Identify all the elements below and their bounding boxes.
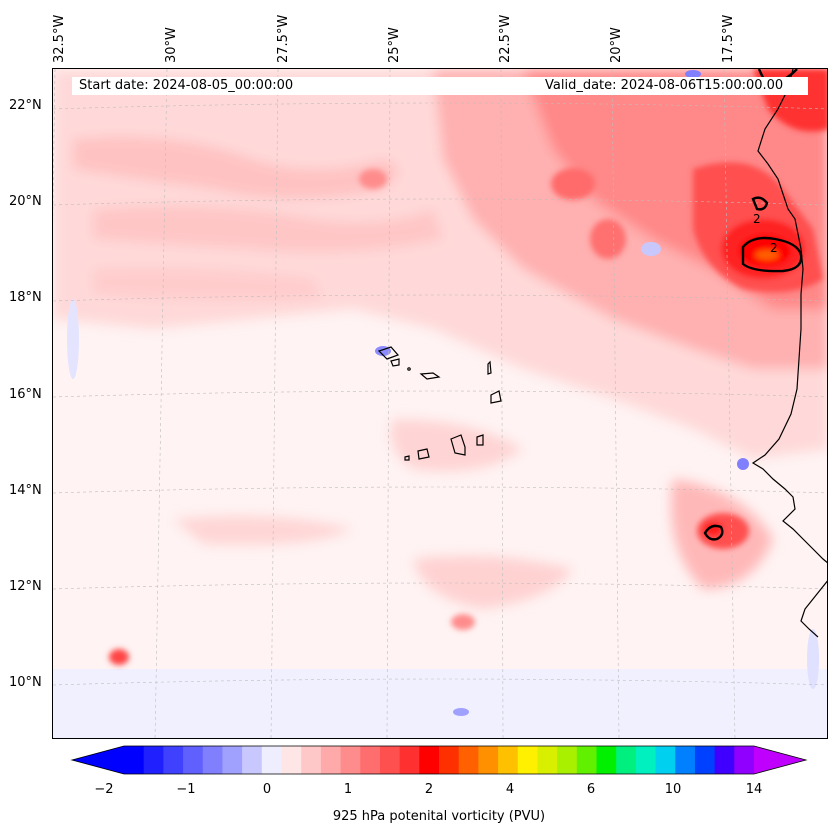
colorbar-segment bbox=[399, 746, 420, 774]
lat-label-18n: 18°N bbox=[9, 290, 42, 305]
lon-label-25w: 25°W bbox=[387, 27, 402, 63]
colorbar-segment bbox=[183, 746, 204, 774]
cb-tick-neg1: −1 bbox=[176, 782, 196, 797]
lon-label-30w: 30°W bbox=[164, 27, 179, 63]
colorbar-segment bbox=[301, 746, 322, 774]
colorbar-segment bbox=[124, 746, 145, 774]
colorbar-segment bbox=[714, 746, 735, 774]
colorbar-segment bbox=[635, 746, 657, 774]
lat-label-14n: 14°N bbox=[9, 483, 42, 498]
colorbar-segment bbox=[143, 746, 164, 774]
africa-coastline bbox=[751, 69, 827, 564]
colorbar-segment bbox=[576, 746, 597, 774]
lat-label-22n: 22°N bbox=[9, 98, 42, 113]
colorbar-segment bbox=[340, 746, 361, 774]
colorbar-segment bbox=[281, 746, 302, 774]
low-pv-band bbox=[53, 669, 827, 738]
colorbar-segment bbox=[163, 746, 184, 774]
cb-tick-14: 14 bbox=[745, 782, 763, 797]
lon-label-20w: 20°W bbox=[609, 27, 624, 63]
pv-field-pink bbox=[53, 69, 827, 609]
colorbar-segment bbox=[458, 746, 479, 774]
lat-label-12n: 12°N bbox=[9, 579, 42, 594]
colorbar-segment bbox=[242, 746, 263, 774]
colorbar-segment bbox=[320, 746, 342, 774]
colorbar-segment bbox=[478, 746, 499, 774]
colorbar-segment bbox=[379, 746, 401, 774]
lat-label-10n: 10°N bbox=[9, 675, 42, 690]
cb-tick-0: 0 bbox=[262, 782, 272, 797]
colorbar-outline bbox=[70, 745, 808, 775]
cb-tick-6: 6 bbox=[586, 782, 596, 797]
colorbar-segment bbox=[675, 746, 696, 774]
contour-label-2b: 2 bbox=[770, 241, 778, 255]
lon-label-22-5w: 22.5°W bbox=[498, 14, 513, 63]
colorbar-segment bbox=[734, 746, 755, 774]
date-banner bbox=[72, 77, 808, 95]
map-panel[interactable]: 2 2 bbox=[52, 68, 828, 739]
colorbar-segment bbox=[498, 746, 519, 774]
colorbar-segment bbox=[202, 746, 223, 774]
cb-tick-1: 1 bbox=[343, 782, 353, 797]
gridlines bbox=[53, 69, 827, 738]
colorbar bbox=[70, 745, 808, 775]
lat-label-20n: 20°N bbox=[9, 194, 42, 209]
colorbar-segment bbox=[694, 746, 716, 774]
cb-tick-neg2: −2 bbox=[94, 782, 114, 797]
colorbar-extend-high bbox=[754, 746, 806, 774]
colorbar-segment bbox=[537, 746, 558, 774]
colorbar-extend-low bbox=[72, 746, 124, 774]
lat-label-16n: 16°N bbox=[9, 387, 42, 402]
colorbar-segment bbox=[222, 746, 243, 774]
lon-label-17-5w: 17.5°W bbox=[721, 14, 736, 63]
colorbar-segment bbox=[439, 746, 460, 774]
colorbar-segment bbox=[261, 746, 282, 774]
colorbar-segment bbox=[360, 746, 381, 774]
colorbar-label: 925 hPa potenital vorticity (PVU) bbox=[332, 809, 546, 824]
guinea-coast bbox=[800, 580, 827, 638]
lon-label-27-5w: 27.5°W bbox=[276, 14, 291, 63]
start-date-label: Start date: 2024-08-05_00:00:00 bbox=[79, 78, 294, 93]
map-canvas: 2 2 bbox=[53, 69, 827, 738]
pv-field-blue bbox=[67, 70, 819, 716]
contour-label-2a: 2 bbox=[753, 212, 761, 226]
cb-tick-4: 4 bbox=[505, 782, 515, 797]
cape-verde-islands bbox=[377, 346, 502, 461]
colorbar-segment bbox=[517, 746, 538, 774]
colorbar-segment bbox=[419, 746, 440, 774]
colorbar-segment bbox=[655, 746, 676, 774]
lon-label-32-5w: 32.5°W bbox=[52, 14, 67, 63]
valid-date-label: Valid_date: 2024-08-06T15:00:00.00 bbox=[545, 78, 784, 93]
cb-tick-10: 10 bbox=[664, 782, 682, 797]
cb-tick-2: 2 bbox=[424, 782, 434, 797]
colorbar-segment bbox=[596, 746, 617, 774]
colorbar-segment bbox=[616, 746, 637, 774]
colorbar-segment bbox=[557, 746, 578, 774]
